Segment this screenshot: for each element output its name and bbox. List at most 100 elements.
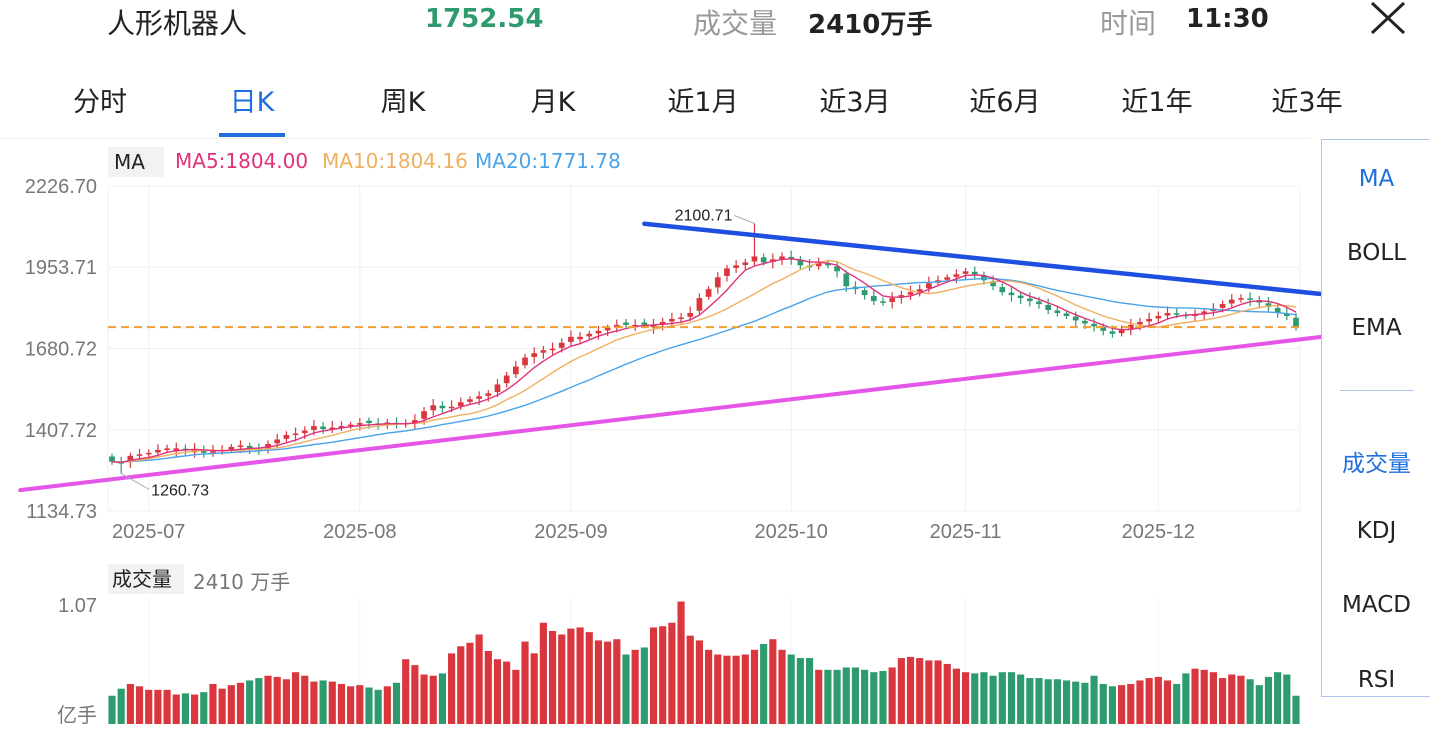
volume-bar bbox=[971, 673, 979, 724]
tab-daily-k[interactable]: 日K bbox=[229, 87, 275, 118]
volume-bar bbox=[962, 672, 970, 724]
volume-bar bbox=[934, 660, 942, 724]
candle-body bbox=[237, 445, 244, 447]
volume-bar bbox=[640, 647, 648, 724]
candle-body bbox=[329, 427, 336, 430]
tab-intraday[interactable]: 分时 bbox=[73, 87, 127, 118]
resistance-trendline[interactable] bbox=[642, 221, 1430, 309]
high-annotation: 2100.71 bbox=[675, 207, 733, 224]
candle-body bbox=[1082, 320, 1088, 324]
volume-bar bbox=[200, 692, 208, 724]
support-trendline[interactable] bbox=[18, 320, 1430, 493]
indicator-ma[interactable]: MA bbox=[1358, 166, 1395, 192]
indicator-rsi[interactable]: RSI bbox=[1357, 667, 1396, 693]
candle-body bbox=[155, 449, 161, 453]
volume-bar bbox=[429, 675, 437, 724]
candle-body bbox=[1127, 324, 1134, 329]
volume-unit-label: 亿手 bbox=[57, 704, 97, 727]
volume-bar bbox=[631, 649, 639, 724]
tab-monthly-k[interactable]: 月K bbox=[530, 87, 576, 118]
candle-body bbox=[1274, 307, 1281, 313]
candle-body bbox=[1008, 292, 1015, 296]
tab-6-months[interactable]: 近6月 bbox=[969, 87, 1041, 118]
indicator-macd[interactable]: MACD bbox=[1342, 592, 1411, 618]
ma10-legend: MA10:1804.16 bbox=[322, 149, 468, 173]
time-value: 11:30 bbox=[1186, 4, 1269, 34]
y-tick-label: 1953.71 bbox=[25, 257, 97, 279]
candle-body bbox=[549, 348, 556, 351]
volume-bar bbox=[567, 628, 575, 724]
candle-body bbox=[1164, 312, 1171, 316]
volume-bar bbox=[310, 681, 318, 724]
tab-weekly-k[interactable]: 周K bbox=[380, 87, 426, 118]
volume-bar bbox=[833, 669, 841, 724]
annotation-leader bbox=[120, 473, 150, 490]
x-tick-label: 2025-08 bbox=[323, 521, 396, 543]
candle-body bbox=[1137, 321, 1143, 325]
tab-1-month[interactable]: 近1月 bbox=[667, 87, 739, 118]
volume-bar bbox=[1283, 674, 1291, 724]
candle-body bbox=[861, 290, 868, 296]
indicator-kdj[interactable]: KDJ bbox=[1356, 518, 1397, 544]
volume-bar bbox=[145, 689, 153, 724]
active-tab-indicator bbox=[219, 133, 285, 137]
time-label: 时间 bbox=[1100, 7, 1157, 40]
tab-3-months[interactable]: 近3月 bbox=[819, 87, 891, 118]
volume-bar bbox=[1017, 674, 1025, 724]
candle-body bbox=[1173, 313, 1180, 315]
volume-bar bbox=[787, 654, 795, 724]
indicator-volume[interactable]: 成交量 bbox=[1342, 451, 1411, 477]
volume-bar bbox=[824, 669, 832, 724]
candle-body bbox=[274, 439, 281, 444]
volume-bar bbox=[1182, 673, 1190, 724]
candle-body bbox=[1118, 329, 1125, 334]
indicator-separator bbox=[1340, 390, 1414, 391]
candle-body bbox=[760, 257, 767, 263]
volume-bar bbox=[493, 659, 502, 724]
indicator-boll[interactable]: BOLL bbox=[1346, 240, 1407, 266]
volume-bar bbox=[438, 673, 446, 724]
candle-body bbox=[1293, 317, 1299, 328]
candle-body bbox=[347, 424, 354, 427]
tab-1-year[interactable]: 近1年 bbox=[1121, 87, 1193, 118]
close-icon[interactable] bbox=[1366, 0, 1410, 36]
plot-area bbox=[107, 185, 1301, 512]
volume-bar bbox=[154, 689, 162, 724]
volume-bar bbox=[365, 687, 373, 724]
volume-bar bbox=[741, 654, 749, 724]
tab-3-years[interactable]: 近3年 bbox=[1271, 87, 1343, 118]
candle-body bbox=[916, 289, 923, 292]
volume-bar bbox=[1099, 683, 1107, 724]
indicator-badge[interactable]: MA bbox=[108, 147, 164, 177]
current-price: 1752.54 bbox=[425, 4, 544, 34]
volume-bar bbox=[191, 694, 199, 724]
candle-body bbox=[164, 448, 170, 450]
volume-bar bbox=[1026, 678, 1034, 724]
indicator-ema[interactable]: EMA bbox=[1351, 315, 1402, 341]
volume-bar bbox=[622, 654, 630, 724]
tab-divider bbox=[0, 138, 1310, 139]
volume-value: 2410万手 bbox=[808, 10, 933, 40]
volume-bar bbox=[503, 661, 511, 724]
candle-body bbox=[1109, 331, 1116, 334]
volume-bar bbox=[1072, 681, 1080, 724]
candle-body bbox=[430, 405, 437, 411]
candle-body bbox=[990, 281, 996, 287]
candle-body bbox=[999, 287, 1006, 293]
volume-bar bbox=[998, 672, 1006, 724]
candle-body bbox=[109, 456, 115, 462]
volume-badge[interactable]: 成交量 bbox=[108, 564, 184, 594]
volume-bar bbox=[1173, 683, 1181, 724]
volume-bar bbox=[686, 635, 694, 724]
volume-bar bbox=[668, 622, 676, 724]
ma20-line bbox=[112, 277, 1297, 463]
volume-bar bbox=[1246, 679, 1254, 724]
volume-bar bbox=[484, 650, 492, 724]
candle-body bbox=[540, 350, 547, 353]
volume-bar bbox=[906, 656, 915, 724]
candle-body bbox=[971, 271, 978, 275]
candle-body bbox=[586, 333, 593, 337]
candle-body bbox=[1155, 315, 1162, 319]
candle-body bbox=[485, 393, 492, 396]
